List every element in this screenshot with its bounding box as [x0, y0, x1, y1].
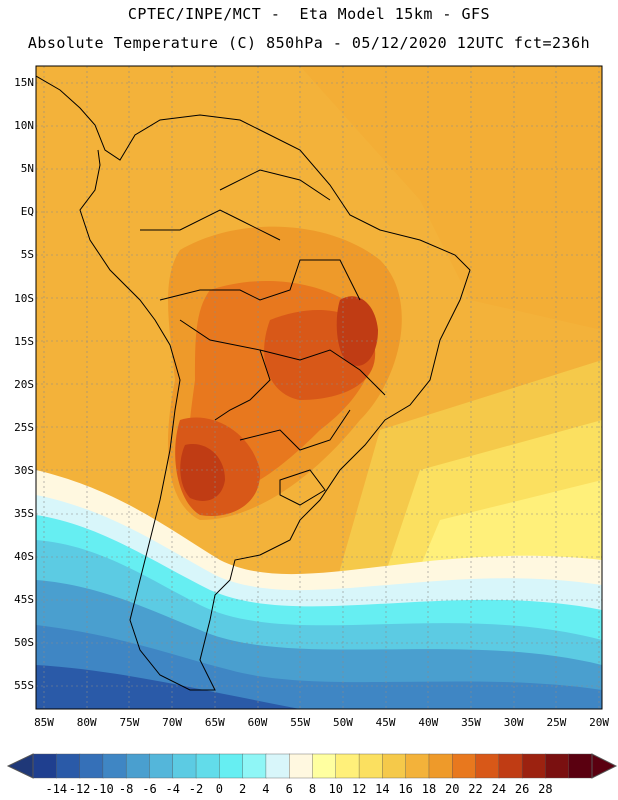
lat-tick-label: 50S [14, 636, 34, 650]
lat-tick-label: 15S [14, 334, 34, 348]
colorbar-max-arrow [591, 753, 618, 779]
colorbar [6, 753, 618, 779]
lat-tick-label: 45S [14, 593, 34, 607]
colorbar-tick-label: 14 [375, 782, 390, 796]
colorbar-tick-label: -8 [118, 782, 134, 796]
colorbar-tick-label: 2 [239, 782, 247, 796]
lat-tick-label: EQ [20, 205, 34, 219]
colorbar-swatch [125, 753, 151, 779]
coastlines [36, 75, 471, 691]
graticule [36, 66, 602, 709]
chart-title-line2: Absolute Temperature (C) 850hPa - 05/12/… [27, 34, 591, 52]
colorbar-tick-label: 12 [351, 782, 367, 796]
colorbar-swatch [172, 753, 197, 779]
colorbar-tick-label: 4 [262, 782, 270, 796]
lat-tick-label: 35S [14, 507, 34, 520]
colorbar-tick-label: 26 [514, 782, 530, 796]
lat-tick-label: 10S [14, 291, 34, 305]
lat-tick-label: 20S [14, 377, 34, 391]
lat-tick-label: 5S [20, 248, 34, 262]
lat-tick-label: 40S [14, 550, 34, 564]
colorbar-tick-label: -12 [68, 782, 91, 796]
colorbar-swatch [102, 753, 127, 779]
lon-tick-label: 25W [546, 716, 567, 729]
colorbar-swatch [265, 753, 290, 779]
colorbar-swatch [382, 753, 407, 779]
colorbar-swatch [428, 753, 453, 779]
colorbar-tick-label: -4 [165, 782, 180, 796]
colorbar-swatch [242, 753, 267, 779]
colorbar-swatch [312, 753, 337, 779]
lat-tick-label: 25S [14, 420, 34, 434]
colorbar-tick-label: 16 [398, 782, 413, 796]
temperature-field [36, 66, 602, 709]
lon-tick-label: 85W [34, 716, 54, 729]
lat-tick-label: 5N [20, 162, 34, 176]
lon-tick-label: 80W [76, 716, 97, 729]
colorbar-swatch [195, 753, 221, 779]
colorbar-swatch [149, 753, 174, 779]
colorbar-swatch [521, 753, 547, 779]
colorbar-tick-label: 22 [468, 782, 483, 796]
lon-tick-label: 60W [247, 716, 268, 729]
colorbar-tick-label: 18 [421, 782, 437, 796]
colorbar-tick-label: 6 [285, 782, 293, 796]
colorbar-swatch [498, 753, 523, 779]
lon-tick-label: 20W [589, 716, 610, 729]
colorbar-swatch [289, 753, 314, 779]
lon-tick-label: 75W [119, 716, 140, 729]
colorbar-swatch [452, 753, 477, 779]
lat-tick-label: 10N [14, 119, 34, 133]
lon-tick-label: 30W [503, 716, 524, 729]
lon-tick-label: 70W [162, 716, 183, 729]
colorbar-tick-label: -14 [45, 782, 68, 796]
colorbar-swatch [79, 753, 104, 779]
lat-tick-label: 55S [14, 679, 34, 693]
colorbar-swatch [405, 753, 430, 779]
colorbar-swatch [568, 753, 593, 779]
lon-tick-label: 50W [332, 716, 353, 729]
colorbar-tick-label: 0 [215, 782, 223, 796]
colorbar-swatch [56, 753, 81, 779]
colorbar-tick-label: -2 [188, 782, 204, 796]
colorbar-tick-label: 8 [308, 782, 317, 796]
colorbar-tick-label: 28 [538, 782, 553, 796]
colorbar-tick-label: -6 [142, 782, 157, 796]
colorbar-swatch [545, 753, 570, 779]
lon-tick-label: 35W [461, 716, 481, 729]
colorbar-swatch [475, 753, 500, 779]
lat-tick-label: 30S [14, 463, 34, 477]
colorbar-swatch [358, 753, 384, 779]
map-frame [35, 65, 603, 710]
colorbar-tick-label: 20 [445, 782, 460, 796]
colorbar-swatch [32, 753, 57, 779]
colorbar-tick-label: 10 [328, 782, 343, 796]
colorbar-swatch [335, 753, 360, 779]
chart-title-line1: CPTEC/INPE/MCT - Eta Model 15km - GFS [127, 5, 491, 23]
colorbar-min-arrow [6, 753, 34, 779]
colorbar-tick-label: 24 [491, 782, 507, 796]
lon-tick-label: 55W [290, 716, 311, 729]
lon-tick-label: 65W [204, 716, 225, 729]
lon-tick-label: 40W [418, 716, 439, 729]
lon-tick-label: 45W [375, 716, 396, 729]
colorbar-tick-label: -10 [92, 782, 114, 796]
colorbar-swatch [219, 753, 244, 779]
lat-tick-label: 15N [14, 76, 34, 89]
